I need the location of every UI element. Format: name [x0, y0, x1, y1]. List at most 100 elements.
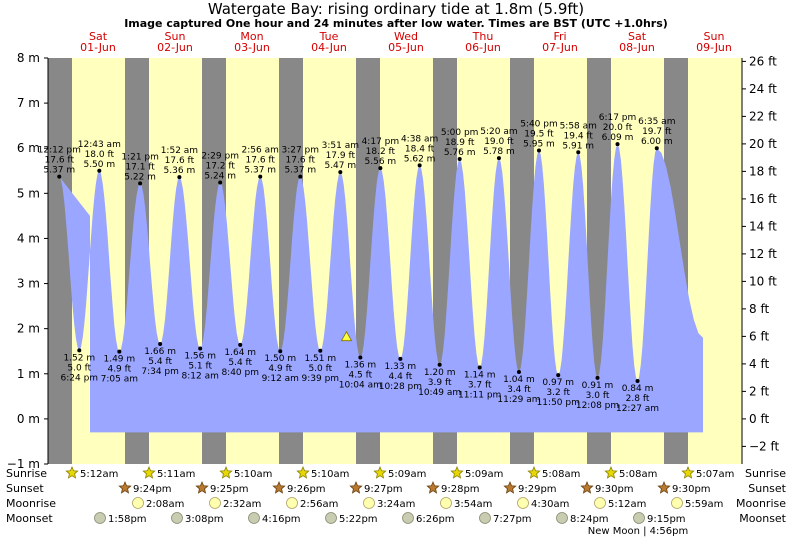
high-tide-feet: 17.6 ft [165, 156, 195, 166]
y-left-tick-label: 1 m [17, 367, 40, 381]
low-tide-metres: 1.04 m [503, 375, 535, 385]
low-tide-metres: 1.64 m [224, 348, 256, 358]
low-tide-metres: 0.84 m [622, 384, 654, 394]
sunset-time: 9:30pm [595, 484, 634, 495]
high-tide-metres: 5.37 m [284, 166, 316, 176]
moonrise-label-right: Moonrise [736, 497, 786, 510]
moonset-time: 9:15pm [647, 514, 686, 525]
sunrise-icon [219, 465, 233, 479]
high-tide-point [615, 142, 620, 147]
moonrise-time: 5:12am [608, 499, 646, 510]
sunset-label-right: Sunset [748, 482, 786, 495]
sunset-time: 9:29pm [518, 484, 557, 495]
low-tide-time: 9:12 am [262, 374, 299, 384]
high-tide-time: 3:51 am [322, 141, 359, 151]
day-date: 03-Jun [234, 41, 270, 54]
day-name: Sun [704, 30, 725, 43]
high-tide-feet: 17.2 ft [205, 162, 235, 172]
low-tide-time: 11:50 pm [537, 398, 580, 408]
low-tide-point [238, 342, 243, 347]
low-tide-feet: 5.4 ft [228, 358, 252, 368]
sunset-time: 9:28pm [441, 484, 480, 495]
low-tide-point [117, 349, 122, 354]
y-right-tick-label: −2 ft [749, 439, 780, 453]
tide-area [59, 144, 703, 433]
high-tide-metres: 5.22 m [124, 172, 156, 182]
y-right-tick-label: 6 ft [749, 329, 769, 343]
sunrise-time: 5:11am [157, 469, 195, 480]
low-tide-feet: 5.0 ft [308, 364, 332, 374]
sunrise-time: 5:09am [465, 469, 503, 480]
astro-events: 5:12am 5:11am 5:10am 5:10am 5:09am 5:09am 5:08… [65, 465, 734, 525]
high-tide-feet: 17.6 ft [45, 156, 75, 166]
moonrise-time: 3:24am [377, 499, 415, 510]
y-right-tick-label: 8 ft [749, 302, 769, 316]
high-tide-metres: 5.47 m [324, 161, 356, 171]
low-tide-point [77, 348, 82, 353]
astro-rows: Sunrise Sunset Moonrise Moonset Sunrise … [6, 467, 787, 525]
sunrise-icon [450, 465, 464, 479]
sunset-icon [580, 480, 594, 494]
y-right-tick-label: 16 ft [749, 192, 777, 206]
high-tide-feet: 17.6 ft [286, 156, 316, 166]
y-left-tick-label: 3 m [17, 277, 40, 291]
high-tide-metres: 5.36 m [164, 166, 196, 176]
day-name: Fri [553, 30, 566, 43]
day-name: Mon [240, 30, 263, 43]
sunset-icon [657, 480, 671, 494]
sunrise-label-right: Sunrise [745, 467, 786, 480]
current-tide-marker [340, 330, 353, 342]
high-tide-time: 6:35 am [638, 117, 675, 127]
y-left-tick-label: 2 m [17, 322, 40, 336]
high-tide-time: 4:38 am [401, 134, 438, 144]
moonrise-icon [363, 497, 375, 509]
y-right-tick-label: 24 ft [749, 82, 777, 96]
y-left-tick-label: 7 m [17, 96, 40, 110]
sunset-label-left: Sunset [6, 482, 44, 495]
low-tide-time: 7:34 pm [141, 367, 179, 377]
high-tide-time: 6:17 pm [599, 113, 637, 123]
sunrise-time: 5:10am [234, 469, 272, 480]
low-tide-point [278, 349, 283, 354]
moonrise-time: 2:08am [146, 499, 184, 510]
high-tide-point [496, 156, 501, 161]
moonset-label-right: Moonset [739, 512, 786, 525]
low-tide-time: 8:12 am [182, 372, 219, 382]
high-tide-point [536, 148, 541, 153]
y-right-tick-label: 4 ft [749, 357, 769, 371]
low-tide-metres: 1.51 m [304, 354, 336, 364]
y-right-tick-label: 10 ft [749, 274, 777, 288]
moonset-time: 4:16pm [262, 514, 301, 525]
high-tide-time: 2:56 am [242, 146, 279, 156]
high-tide-metres: 5.24 m [204, 172, 236, 182]
high-tide-point [177, 175, 182, 180]
high-tide-metres: 5.50 m [83, 160, 115, 170]
moonrise-icon [594, 497, 606, 509]
low-tide-feet: 4.4 ft [389, 372, 413, 382]
sunrise-time: 5:08am [619, 469, 657, 480]
high-tide-time: 12:43 am [78, 140, 121, 150]
low-tide-feet: 3.4 ft [507, 385, 531, 395]
high-tide-metres: 5.91 m [562, 141, 594, 151]
high-tide-point [258, 174, 263, 179]
low-tide-time: 10:04 am [339, 381, 382, 391]
low-tide-feet: 3.7 ft [468, 380, 492, 390]
moonset-icon [171, 512, 183, 524]
low-tide-time: 9:39 pm [302, 374, 340, 384]
sunrise-time: 5:12am [80, 469, 118, 480]
moonrise-time: 2:32am [223, 499, 261, 510]
low-tide-feet: 3.0 ft [586, 391, 610, 401]
high-tide-feet: 19.0 ft [484, 137, 514, 147]
day-date: 09-Jun [696, 41, 732, 54]
high-tide-point [57, 174, 62, 179]
high-tide-time: 3:27 pm [281, 146, 319, 156]
moonset-time: 6:26pm [416, 514, 455, 525]
tide-curve [59, 144, 703, 433]
sunset-time: 9:30pm [672, 484, 711, 495]
low-tide-feet: 4.9 ft [268, 364, 292, 374]
low-tide-feet: 5.0 ft [67, 363, 91, 373]
moonset-icon [402, 512, 414, 524]
low-tide-feet: 4.9 ft [107, 365, 131, 375]
sunrise-time: 5:10am [311, 469, 349, 480]
